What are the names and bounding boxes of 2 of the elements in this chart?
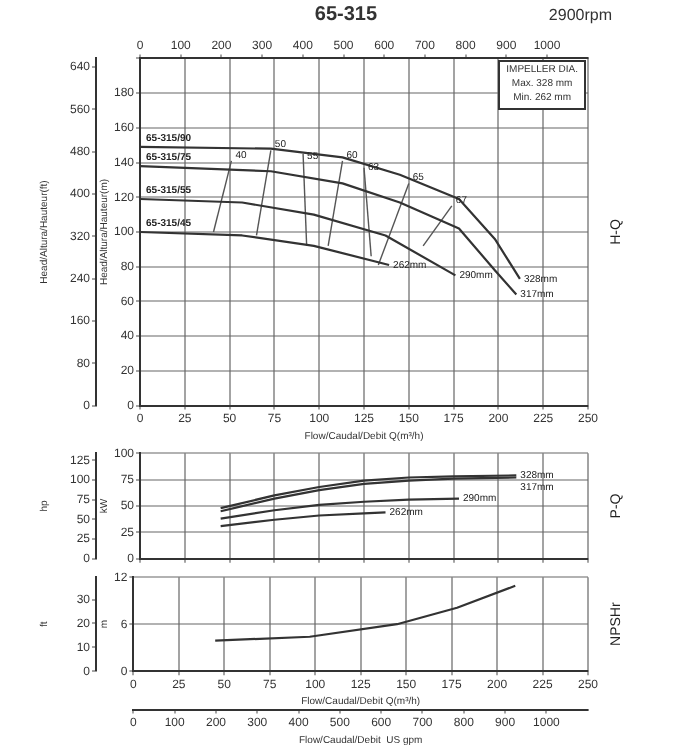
chart-subtitle: 2900rpm [548, 6, 612, 24]
chart-title: 65-315 [314, 4, 378, 26]
